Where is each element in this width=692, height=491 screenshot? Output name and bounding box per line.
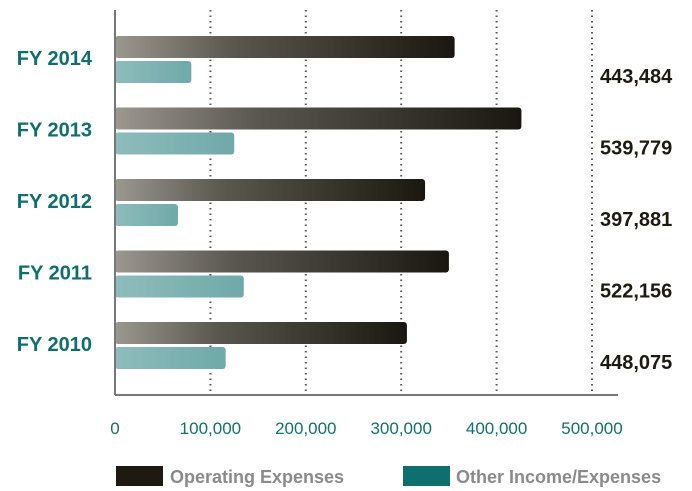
- bar-operating-expenses: [115, 250, 449, 273]
- category-label: FY 2012: [17, 191, 92, 213]
- bar-operating-expenses: [115, 322, 407, 344]
- legend: Operating Expenses Other Income/Expenses: [116, 466, 661, 487]
- legend-swatch-other-income-expenses: [403, 466, 450, 486]
- category-label: FY 2011: [18, 263, 92, 285]
- bar-other-income-expenses: [115, 275, 244, 298]
- category-label: FY 2014: [17, 48, 93, 70]
- category-label: FY 2010: [17, 334, 92, 356]
- bar-other-income-expenses: [115, 204, 178, 226]
- legend-swatch-operating-expenses: [116, 466, 163, 486]
- bar-other-income-expenses: [115, 347, 226, 369]
- total-label: 443,484: [600, 66, 673, 88]
- category-label: FY 2013: [17, 120, 92, 142]
- bar-other-income-expenses: [115, 61, 192, 83]
- x-tick-label: 300,000: [370, 419, 431, 438]
- total-label: 539,779: [600, 138, 672, 160]
- legend-label-other-income-expenses: Other Income/Expenses: [456, 467, 661, 487]
- bars: [115, 36, 522, 369]
- x-tick-label: 400,000: [466, 419, 527, 438]
- bar-operating-expenses: [115, 179, 426, 201]
- x-tick-label: 500,000: [561, 419, 622, 438]
- total-label: 448,075: [600, 352, 672, 374]
- bar-operating-expenses: [115, 36, 455, 58]
- labels: FY 2014 443,484 FY 2013 539,779 FY 2012 397,8…: [17, 48, 673, 438]
- total-label: 522,156: [600, 281, 672, 303]
- bar-other-income-expenses: [115, 132, 235, 155]
- legend-label-operating-expenses: Operating Expenses: [170, 467, 344, 487]
- axes: [114, 10, 618, 396]
- total-label: 397,881: [600, 209, 672, 231]
- x-tick-label: 200,000: [275, 419, 336, 438]
- bar-operating-expenses: [115, 107, 522, 130]
- x-tick-label: 0: [110, 419, 119, 438]
- x-tick-label: 100,000: [180, 419, 241, 438]
- gridlines: [209, 10, 593, 395]
